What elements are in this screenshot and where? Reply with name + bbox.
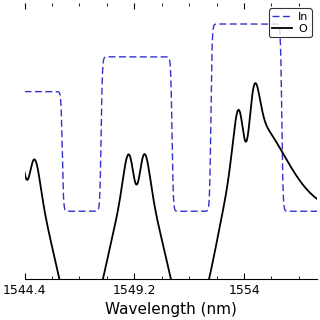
Legend: In, O: In, O xyxy=(269,8,312,37)
X-axis label: Wavelength (nm): Wavelength (nm) xyxy=(105,302,237,317)
